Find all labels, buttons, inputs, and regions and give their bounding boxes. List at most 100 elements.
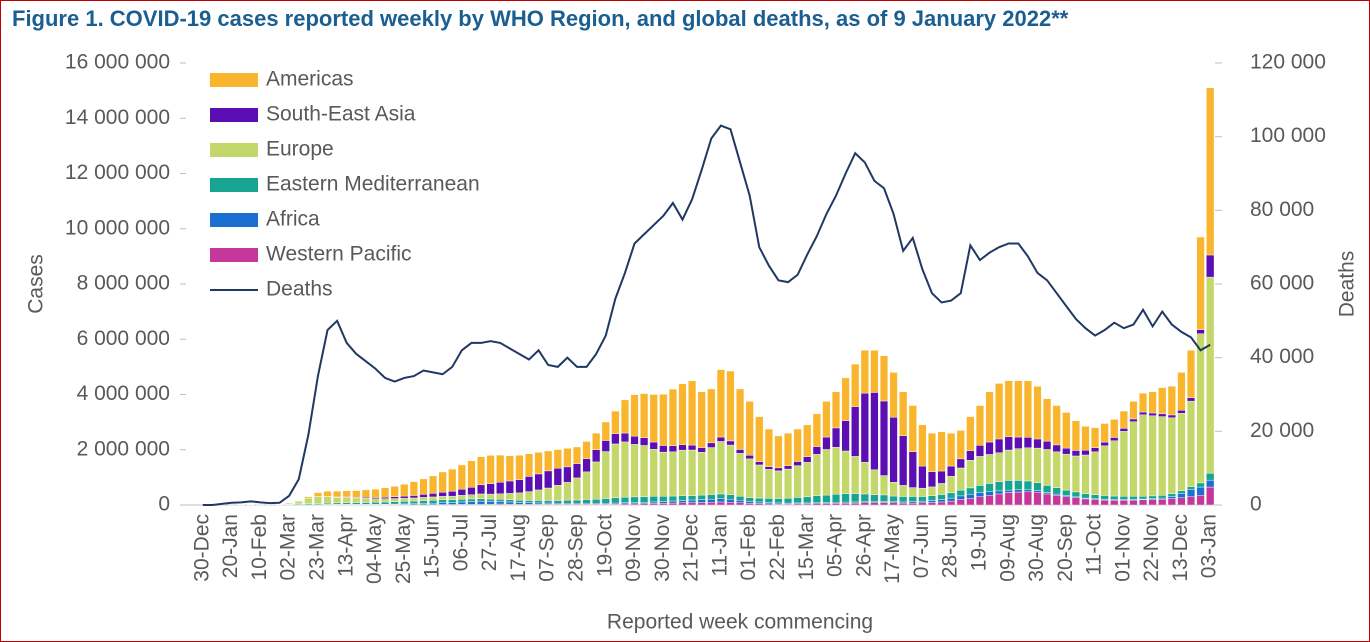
bar-segment	[784, 465, 793, 470]
bar-segment	[678, 502, 687, 506]
bar-segment	[745, 458, 754, 498]
bar-segment	[937, 431, 946, 472]
bar-segment	[1196, 482, 1205, 488]
bar-segment	[918, 487, 927, 497]
bar-segment	[313, 496, 322, 504]
bar-segment	[1043, 449, 1052, 486]
x-tick-label: 10-Feb	[248, 514, 271, 581]
bar-segment	[448, 468, 457, 492]
bar-segment	[975, 485, 984, 493]
bar-segment	[793, 497, 802, 504]
bar-segment	[620, 496, 629, 503]
bar-segment	[697, 447, 706, 453]
bar-segment	[745, 503, 754, 506]
bar-segment	[582, 471, 591, 500]
bar-segment	[294, 500, 303, 505]
bar-segment	[668, 451, 677, 497]
y-tick-label: 10 000 000	[65, 216, 170, 239]
bar-segment	[544, 470, 553, 489]
x-tick-label: 23-Mar	[305, 514, 328, 581]
bar-segment	[678, 383, 687, 445]
bar-segment	[582, 441, 591, 459]
bar-segment	[736, 495, 745, 501]
bar-segment	[476, 498, 486, 502]
bar-segment	[467, 494, 476, 500]
bar-segment	[515, 492, 524, 501]
bar-segment	[908, 496, 917, 502]
bar-segment	[879, 355, 889, 402]
y2-tick-label: 120 000	[1250, 51, 1326, 74]
bar-segment	[1186, 350, 1196, 399]
bar-segment	[755, 464, 764, 499]
bar-segment	[947, 497, 956, 502]
bar-segment	[803, 462, 812, 498]
bar-segment	[544, 487, 553, 501]
bar-segment	[822, 494, 831, 503]
bar-segment	[975, 445, 984, 457]
chart-title: Figure 1. COVID-19 cases reported weekly…	[12, 6, 1069, 31]
bar-segment	[966, 460, 975, 489]
bar-segment	[947, 476, 956, 494]
bar-segment	[505, 499, 514, 503]
bar-segment	[496, 499, 505, 502]
bar-segment	[1206, 87, 1215, 256]
bar-segment	[688, 502, 697, 506]
bar-segment	[1100, 441, 1109, 446]
bar-segment	[409, 495, 418, 499]
bar-segment	[860, 461, 869, 495]
bar-segment	[755, 461, 764, 466]
bar-segment	[1177, 413, 1186, 491]
bar-segment	[1052, 444, 1061, 453]
bar-segment	[707, 498, 716, 503]
bar-segment	[736, 500, 745, 503]
bar-segment	[1158, 387, 1167, 415]
bar-segment	[534, 473, 543, 491]
bar-segment	[659, 501, 668, 504]
y-tick-label: 0	[158, 493, 170, 516]
bar-segment	[486, 501, 495, 505]
bar-segment	[649, 503, 658, 506]
bar-segment	[592, 449, 601, 463]
bar-segment	[1167, 386, 1176, 416]
bar-segment	[649, 501, 658, 504]
bar-segment	[1129, 418, 1138, 422]
bar-segment	[1014, 380, 1023, 438]
bar-segment	[457, 498, 466, 503]
bar-segment	[438, 496, 447, 500]
bar-segment	[870, 494, 879, 503]
x-tick-label: 11-Jan	[708, 514, 731, 577]
bar-segment	[947, 465, 956, 477]
bar-segment	[1071, 491, 1080, 498]
bar-segment	[486, 483, 495, 495]
bar-segment	[1081, 426, 1090, 451]
bar-segment	[544, 450, 553, 472]
y-axis-title: Cases	[25, 254, 48, 314]
bar-segment	[841, 420, 850, 452]
bar-segment	[995, 452, 1004, 482]
bar-segment	[601, 498, 610, 504]
bar-segment	[784, 497, 793, 504]
bar-segment	[611, 497, 620, 504]
bar-segment	[774, 498, 783, 504]
bar-segment	[908, 487, 917, 497]
legend-swatch	[210, 213, 258, 227]
bar-segment	[400, 483, 409, 497]
bar-segment	[563, 482, 572, 501]
bar-segment	[956, 489, 965, 497]
bar-segment	[899, 496, 908, 503]
bar-segment	[726, 440, 735, 446]
bar-segment	[716, 441, 725, 495]
bar-segment	[985, 495, 994, 506]
bar-segment	[860, 502, 869, 506]
bar-segment	[918, 465, 927, 489]
bar-segment	[851, 363, 860, 407]
bar-segment	[515, 502, 524, 505]
bar-segment	[707, 447, 716, 495]
bar-segment	[726, 502, 735, 506]
bar-segment	[1033, 482, 1042, 491]
bar-segment	[995, 383, 1004, 440]
bar-segment	[822, 449, 831, 496]
bar-segment	[1091, 499, 1100, 506]
bar-segment	[716, 501, 725, 506]
bar-segment	[620, 432, 629, 443]
